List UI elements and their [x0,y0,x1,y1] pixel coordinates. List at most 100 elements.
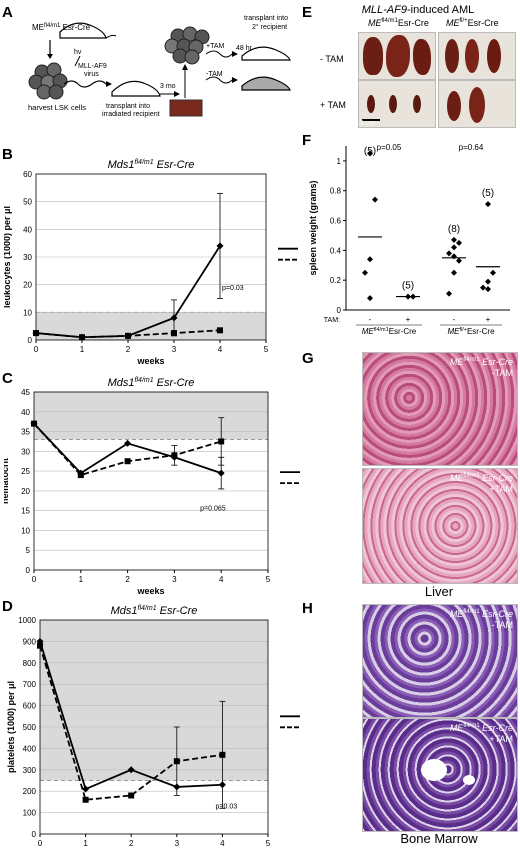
d-series-2-point [82,796,89,803]
b-series-2-point [33,330,39,337]
f-point [446,290,452,297]
d-x-tick-label: 1 [83,839,88,848]
c-series-2-point [218,438,225,445]
d-x-tick-label: 0 [38,839,43,848]
c-y-tick-label: 20 [21,487,30,496]
f-tam-sign: - [369,315,372,324]
d-y-tick-label: 500 [23,723,37,732]
f-point [485,286,491,293]
c-title: Mds1fl4/m1 Esr-Cre [108,377,195,389]
c-series-2-point [31,420,37,427]
b-x-tick-label: 3 [172,345,177,354]
panel-e: MLL-AF9-induced AML MEfl4/m1Esr-Cre MEfl… [320,4,516,130]
c-x-tick-label: 4 [219,575,224,584]
c-series-1-point [124,439,132,447]
b-series-1-point [216,242,224,250]
c-y-tick-label: 0 [26,566,31,575]
f-tam-sign: + [486,315,491,324]
panel-a-schematic: MEfl4/m1 Esr-Cre harvest LSK cells hv ML… [28,15,291,118]
f-point [372,196,378,203]
f-point [451,269,457,276]
f-n-label: (5) [364,146,376,157]
d-x-tick-label: 2 [129,839,134,848]
mouse-top-icon [59,22,117,39]
d-series-2-point [37,642,43,649]
a-spleen-image [169,99,203,117]
h-bottom-label: MEfl4/m1 Esr-Cre +TAM [449,723,513,744]
d-y-tick-label: 600 [23,702,37,711]
b-x-tick-label: 4 [218,345,223,354]
b-series-2-point [79,334,85,341]
c-series-1-point [217,469,225,477]
a-transplant1-label: transplant into [106,103,150,110]
b-y-tick-label: 0 [28,336,33,345]
f-group-label-2: MEfl/+Esr-Cre [447,327,495,336]
h-marrow-image-plus-tam: MEfl4/m1 Esr-Cre +TAM [362,718,518,832]
d-x-tick-label: 5 [266,839,271,848]
f-point [451,236,457,243]
f-point [480,284,486,291]
g-bottom-label: MEfl4/m1 Esr-Cre +TAM [449,473,513,494]
d-pvalue: p=0.03 [216,803,238,810]
d-series-2-point [173,758,180,765]
f-point [451,244,457,251]
d-y-tick-label: 400 [23,744,37,753]
d-series-2-point [219,751,226,758]
c-pvalue: p=0.065 [200,506,226,513]
e-photo-flplus-minus [438,32,516,80]
panel-letter-b: B [2,146,13,163]
a-virus-label-2: virus [84,71,99,78]
a-harvest-label: harvest LSK cells [28,103,86,112]
c-x-tick-label: 3 [172,575,177,584]
a-48hr-label: 48 hr [236,45,253,52]
d-y-axis-label: platelets (1000) per μl [6,681,16,773]
d-y-tick-label: 1000 [18,616,36,625]
f-y-tick-label: 0.4 [330,246,342,255]
f-pvalue-1: p=0.05 [377,143,402,152]
g-top-label: MEfl4/m1 Esr-Cre -TAM [449,357,513,378]
panel-letter-c: C [2,370,13,387]
f-tam-sign: - [453,315,456,324]
c-x-axis-label: weeks [136,586,164,596]
f-y-tick-label: 0 [337,306,342,315]
c-y-axis-label: hematocrit [4,458,10,504]
d-y-tick-label: 100 [23,809,37,818]
panel-letter-e: E [302,4,313,21]
b-y-tick-label: 30 [23,253,32,262]
panel-letter-a: A [2,4,13,21]
d-x-tick-label: 3 [175,839,180,848]
a-transplant1b-label: irradiated recipient [102,111,160,118]
d-y-tick-label: 800 [23,659,37,668]
cell-cluster-right [164,26,210,65]
f-y-tick-label: 1 [337,157,342,166]
f-point [485,201,491,208]
f-n-label: (5) [482,188,494,199]
b-y-tick-label: 50 [23,198,32,207]
b-y-tick-label: 10 [23,308,32,317]
c-x-tick-label: 2 [125,575,130,584]
b-series-2-point [171,330,177,337]
e-row2-label: + TAM [320,100,346,110]
c-y-tick-label: 40 [21,408,30,417]
f-y-tick-label: 0.2 [330,276,342,285]
f-n-label: (8) [448,224,460,235]
c-plot-frame [33,391,269,571]
b-x-tick-label: 1 [80,345,85,354]
e-row1-label: - TAM [320,54,344,64]
panel-d-chart: 0 100 200 300 400 500 600 700 800 900 1000 0 1 2 3 4 5 Md… [6,605,300,848]
c-y-tick-label: 15 [21,507,30,516]
a-hv-label: hv [74,49,82,56]
c-x-tick-label: 1 [79,575,84,584]
d-y-tick-label: 900 [23,637,37,646]
d-y-tick-label: 0 [32,830,37,839]
f-tam-sign: + [406,315,411,324]
b-x-tick-label: 5 [264,345,269,354]
h-top-label: MEfl4/m1 Esr-Cre -TAM [449,609,513,630]
f-n-label: (5) [402,281,414,292]
c-series-2-point [77,472,84,479]
f-y-axis-label: spleen weight (grams) [308,180,318,275]
f-group-label-1: MEfl4/m1Esr-Cre [362,327,417,336]
panel-letter-g: G [302,350,314,367]
d-title: Mds1fl4/m1 Esr-Cre [111,605,198,617]
